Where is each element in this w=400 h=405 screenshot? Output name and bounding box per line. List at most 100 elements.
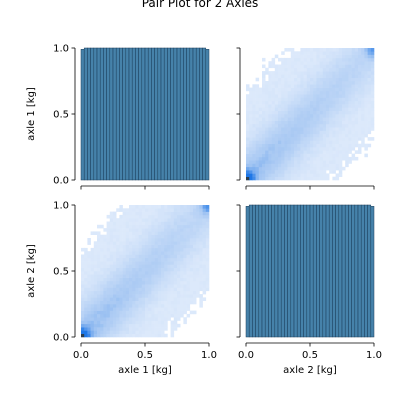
heatmap-cell: [319, 107, 324, 111]
heatmap-cell: [313, 120, 317, 125]
heatmap-cell: [84, 323, 88, 328]
heatmap-cell: [303, 173, 308, 177]
heatmap-cell: [284, 123, 288, 128]
heatmap-cell: [116, 221, 120, 226]
heatmap-cell: [170, 211, 175, 216]
heatmap-cell: [338, 140, 343, 144]
heatmap-cell: [310, 147, 314, 151]
heatmap-cell: [164, 254, 168, 259]
heatmap-cell: [358, 117, 362, 121]
heatmap-cell: [316, 48, 320, 52]
heatmap-cell: [345, 147, 349, 151]
heatmap-cell: [348, 120, 352, 125]
heatmap-cell: [116, 218, 120, 222]
heatmap-cell: [255, 87, 260, 92]
heatmap-cell: [138, 280, 143, 285]
heatmap-cell: [141, 251, 146, 255]
heatmap-cell: [354, 84, 359, 88]
y-tick-label: 0.0: [53, 176, 69, 187]
heatmap-cell: [81, 317, 85, 321]
heatmap-cell: [338, 61, 343, 65]
heatmap-cell: [294, 90, 298, 95]
heatmap-cell: [109, 251, 114, 255]
heatmap-cell: [268, 74, 272, 78]
heatmap-cell: [180, 261, 184, 265]
heatmap-cell: [268, 166, 272, 171]
heatmap-cell: [125, 228, 130, 232]
histogram-bar: [173, 47, 178, 181]
heatmap-cell: [186, 214, 191, 219]
heatmap-cell: [262, 104, 266, 108]
heatmap-cell: [202, 205, 207, 209]
heatmap-cell: [342, 140, 346, 144]
heatmap-cell: [148, 254, 152, 259]
heatmap-cell: [364, 130, 368, 135]
histogram-bar: [357, 204, 362, 338]
heatmap-cell: [116, 330, 120, 334]
heatmap-cell: [106, 287, 111, 292]
heatmap-cell: [135, 261, 139, 265]
heatmap-cell: [358, 81, 362, 85]
heatmap-cell: [370, 123, 375, 128]
heatmap-cell: [319, 87, 324, 92]
heatmap-cell: [109, 310, 114, 315]
heatmap-cell: [246, 163, 250, 168]
heatmap-cell: [329, 51, 333, 55]
heatmap-cell: [100, 244, 104, 249]
heatmap-cell: [135, 214, 139, 219]
heatmap-cell: [345, 107, 349, 111]
heatmap-cell: [255, 120, 260, 125]
heatmap-cell: [180, 271, 184, 275]
histogram-bar: [277, 204, 282, 338]
heatmap-cell: [132, 234, 136, 239]
heatmap-cell: [361, 48, 365, 52]
heatmap-cell: [151, 264, 155, 268]
heatmap-cell: [351, 67, 356, 72]
heatmap-cell: [300, 143, 304, 148]
heatmap-cell: [329, 140, 333, 144]
heatmap-cell: [316, 94, 320, 98]
heatmap-cell: [249, 170, 253, 174]
heatmap-cell: [246, 123, 250, 128]
histogram-bar: [296, 204, 301, 338]
heatmap-cell: [326, 67, 330, 72]
heatmap-cell: [329, 71, 333, 75]
heatmap-cell: [348, 94, 352, 98]
heatmap-cell: [262, 120, 266, 125]
heatmap-cell: [316, 137, 320, 141]
heatmap-cell: [84, 267, 88, 272]
heatmap-cell: [170, 208, 175, 212]
heatmap-cell: [249, 90, 253, 95]
heatmap-cell: [81, 280, 85, 285]
heatmap-cell: [90, 287, 95, 292]
heatmap-cell: [322, 127, 327, 131]
heatmap-cell: [129, 241, 133, 245]
heatmap-cell: [306, 48, 311, 52]
heatmap-cell: [93, 287, 98, 292]
heatmap-cell: [148, 257, 152, 262]
heatmap-cell: [164, 313, 168, 318]
heatmap-cell: [345, 51, 349, 55]
heatmap-cell: [183, 218, 187, 222]
heatmap-cell: [122, 271, 127, 275]
heatmap-cell: [297, 173, 301, 177]
heatmap-cell: [345, 67, 349, 72]
heatmap-cell: [161, 280, 165, 285]
heatmap-cell: [322, 170, 327, 174]
heatmap-cell: [338, 133, 343, 138]
heatmap-cell: [186, 307, 191, 311]
heatmap-cell: [319, 137, 324, 141]
heatmap-cell: [290, 133, 295, 138]
heatmap-cell: [351, 120, 356, 125]
heatmap-cell: [300, 87, 304, 92]
heatmap-cell: [345, 84, 349, 88]
heatmap-cell: [116, 333, 120, 338]
heatmap-cell: [161, 304, 165, 308]
heatmap-cell: [132, 261, 136, 265]
heatmap-cell: [281, 64, 285, 69]
heatmap-cell: [154, 307, 159, 311]
heatmap-cell: [252, 147, 256, 151]
heatmap-cell: [119, 287, 123, 292]
heatmap-cell: [274, 137, 279, 141]
heatmap-cell: [113, 320, 117, 325]
